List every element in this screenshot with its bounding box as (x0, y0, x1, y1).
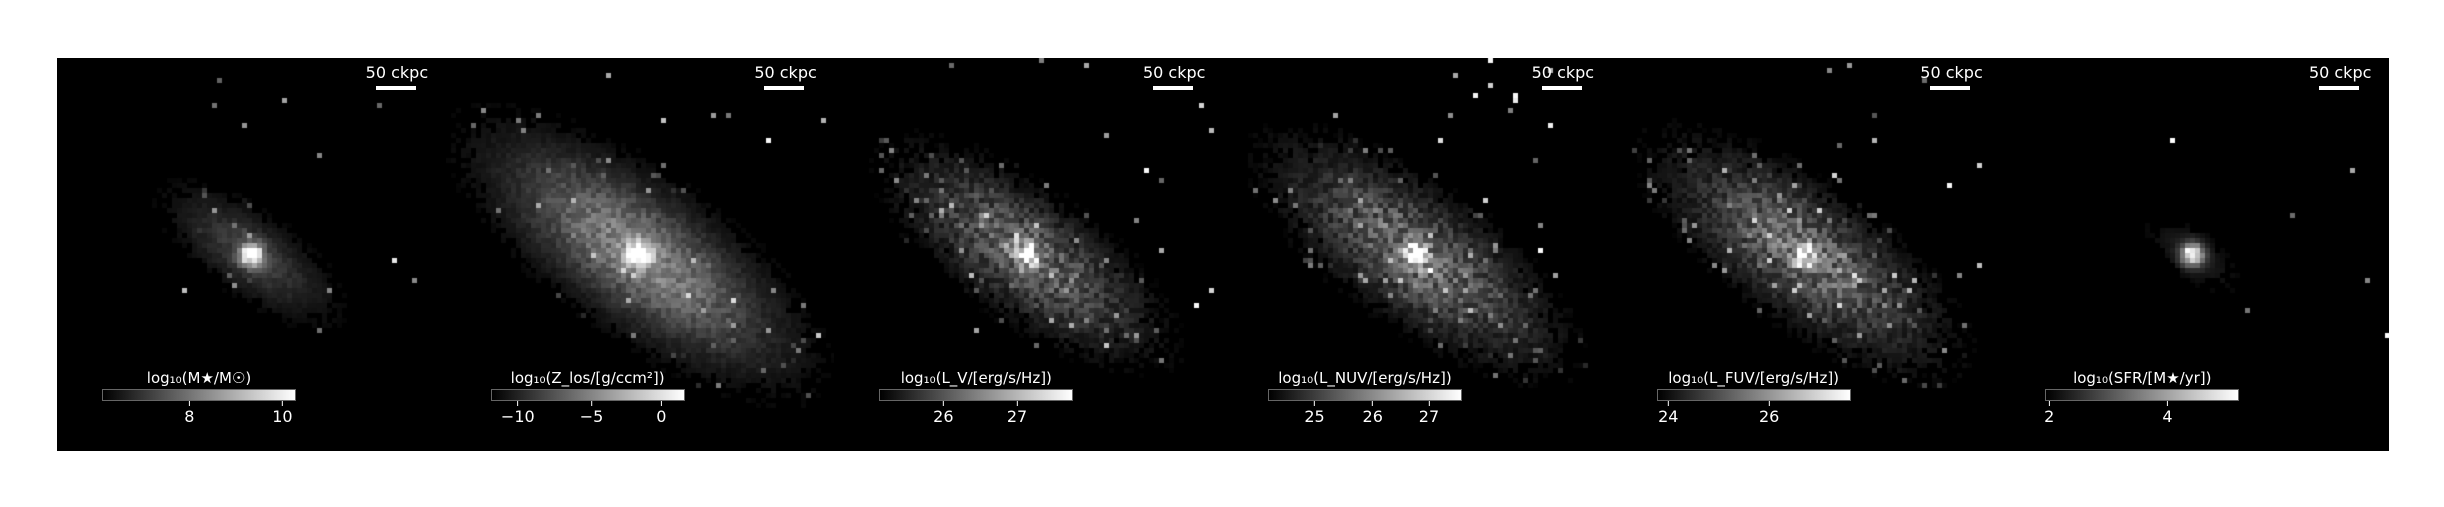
panel-sfr: 50 ckpc log₁₀(SFR/[M★/yr]) 2 4 (2000, 58, 2389, 451)
panel-mass: 50 ckpc log₁₀(M★/M☉) 8 10 (57, 58, 446, 451)
colorbar-gradient (102, 389, 296, 401)
scale-bar-label: 50 ckpc (2308, 63, 2372, 82)
colorbar: log₁₀(M★/M☉) 8 10 (102, 369, 296, 426)
scale-bar-label: 50 ckpc (1920, 63, 1983, 82)
colorbar: log₁₀(SFR/[M★/yr]) 2 4 (2044, 369, 2240, 426)
colorbar-tick-label: 24 (1658, 401, 1678, 426)
colorbar-tick-label: 0 (656, 401, 666, 426)
colorbar-gradient (1656, 389, 1851, 401)
colorbar-tick-label: 26 (1759, 401, 1779, 426)
colorbar-tick-label: 27 (1007, 401, 1027, 426)
colorbar-label: log₁₀(L_FUV/[erg/s/Hz]) (1668, 369, 1840, 387)
scale-bar-label: 50 ckpc (754, 63, 817, 82)
colorbar-label: log₁₀(L_NUV/[erg/s/Hz]) (1278, 369, 1452, 387)
scale-bar: 50 ckpc (1531, 63, 1595, 90)
colorbar-tick-label: 26 (933, 401, 953, 426)
colorbar-gradient (2045, 389, 2240, 401)
galaxy-map-sfr (2000, 58, 2389, 451)
colorbar-tick-label: 26 (1363, 401, 1383, 426)
panel-luv: 50 ckpc log₁₀(L_V/[erg/s/Hz]) 26 27 (834, 58, 1223, 451)
scale-bar-line (1541, 86, 1582, 90)
colorbar-tick-label: 4 (2162, 401, 2172, 426)
colorbar: log₁₀(L_FUV/[erg/s/Hz]) 24 26 (1656, 369, 1851, 426)
scale-bar-line (375, 86, 416, 90)
scale-bar: 50 ckpc (1920, 63, 1983, 90)
scale-bar: 50 ckpc (1142, 63, 1206, 90)
image-strip: 50 ckpc log₁₀(M★/M☉) 8 10 50 ckpc log₁₀(Z_los… (57, 58, 2389, 451)
colorbar-gradient (879, 389, 1074, 401)
colorbar-tick-label: 25 (1304, 401, 1324, 426)
colorbar-label: log₁₀(Z_los/[g/ccm²]) (510, 369, 665, 387)
galaxy-map-luv (834, 58, 1223, 451)
galaxy-map-lnuv (1222, 58, 1612, 451)
colorbar-tick-label: 8 (184, 401, 194, 426)
scale-bar-line (764, 86, 805, 90)
panel-lnuv: 50 ckpc log₁₀(L_NUV/[erg/s/Hz]) 25 26 27 (1222, 58, 1612, 451)
colorbar-gradient (490, 389, 685, 401)
colorbar-tick-label: −5 (580, 401, 604, 426)
galaxy-map-mass (57, 58, 446, 451)
colorbar-tick-label: 10 (272, 401, 292, 426)
colorbar: log₁₀(L_NUV/[erg/s/Hz]) 25 26 27 (1267, 369, 1462, 426)
colorbar-tick-label: 2 (2044, 401, 2054, 426)
colorbar-gradient (1267, 389, 1462, 401)
galaxy-map-lfuv (1611, 58, 2001, 451)
scale-bar-line (2318, 86, 2359, 90)
scale-bar: 50 ckpc (754, 63, 817, 90)
colorbar-label: log₁₀(L_V/[erg/s/Hz]) (900, 369, 1052, 387)
panel-metallicity: 50 ckpc log₁₀(Z_los/[g/ccm²]) −10 −5 0 (445, 58, 835, 451)
colorbar-tick-label: 27 (1419, 401, 1439, 426)
colorbar-label: log₁₀(SFR/[M★/yr]) (2073, 369, 2212, 387)
scale-bar-label: 50 ckpc (365, 63, 429, 82)
scale-bar-line (1930, 86, 1971, 90)
scale-bar: 50 ckpc (365, 63, 429, 90)
colorbar-label: log₁₀(M★/M☉) (146, 369, 252, 387)
panel-lfuv: 50 ckpc log₁₀(L_FUV/[erg/s/Hz]) 24 26 (1611, 58, 2001, 451)
scale-bar-label: 50 ckpc (1142, 63, 1206, 82)
colorbar: log₁₀(Z_los/[g/ccm²]) −10 −5 0 (490, 369, 685, 426)
scale-bar-label: 50 ckpc (1531, 63, 1595, 82)
colorbar-tick-label: −10 (501, 401, 535, 426)
scale-bar-line (1152, 86, 1193, 90)
scale-bar: 50 ckpc (2308, 63, 2372, 90)
colorbar: log₁₀(L_V/[erg/s/Hz]) 26 27 (879, 369, 1074, 426)
galaxy-map-metallicity (445, 58, 835, 451)
